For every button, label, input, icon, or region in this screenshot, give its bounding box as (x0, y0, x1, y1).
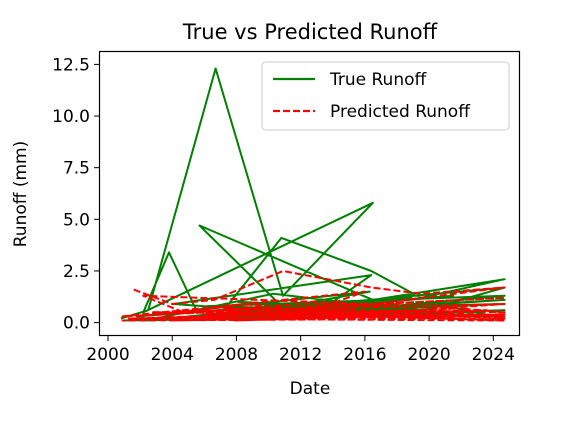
y-tick-label: 12.5 (52, 55, 90, 75)
x-tick-label: 2020 (407, 345, 450, 365)
x-tick-label: 2016 (343, 345, 386, 365)
x-tick-label: 2004 (151, 345, 194, 365)
x-tick-label: 2012 (279, 345, 322, 365)
legend-box (261, 61, 510, 131)
series-layer (120, 67, 506, 322)
y-tick-label: 7.5 (63, 159, 90, 179)
x-axis-label: Date (290, 379, 331, 399)
x-tick-label: 2024 (472, 345, 515, 365)
chart-title: True vs Predicted Runoff (182, 20, 438, 44)
y-axis: 0.0 2.5 5.0 7.5 10.0 12.5 (52, 55, 100, 334)
y-axis-label: Runoff (mm) (11, 141, 31, 248)
y-tick-label: 0.0 (63, 314, 90, 334)
y-tick-label: 2.5 (63, 262, 90, 282)
plot-frame (98, 50, 521, 337)
y-tick-label: 10.0 (52, 107, 90, 127)
series-line-predicted-runoff (121, 270, 506, 322)
x-axis: 2000 2004 2008 2012 2016 2020 2024 (86, 335, 515, 365)
legend-label-true-runoff: True Runoff (329, 70, 428, 90)
x-tick-label: 2000 (86, 345, 129, 365)
legend-label-predicted-runoff: Predicted Runoff (330, 102, 471, 122)
x-tick-label: 2008 (215, 345, 258, 365)
y-tick-label: 5.0 (63, 210, 90, 230)
legend: True Runoff Predicted Runoff (261, 61, 510, 131)
